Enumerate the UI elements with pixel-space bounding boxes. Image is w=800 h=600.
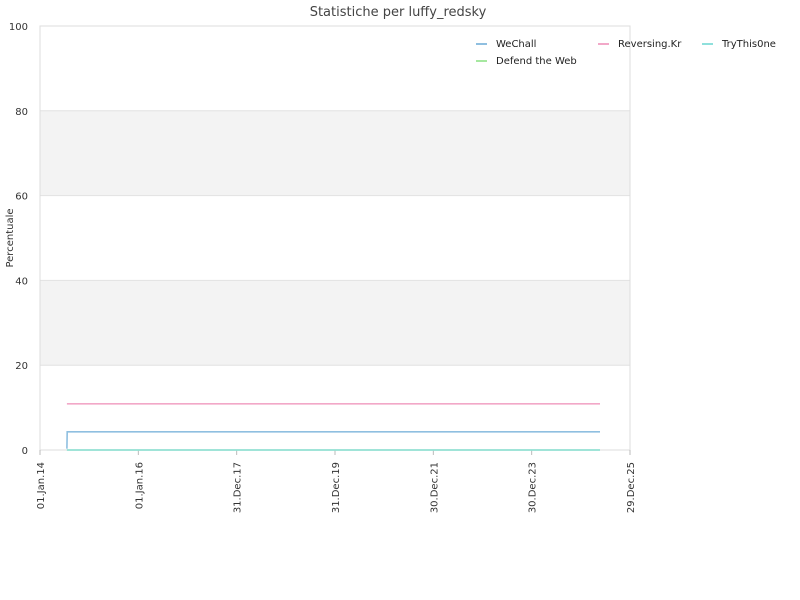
x-tick-label: 31.Dec.17 [233, 462, 244, 513]
series-line-wechall [66, 430, 600, 449]
legend-item[interactable]: Reversing.Kr [598, 39, 682, 50]
x-tick-label: 31.Dec.19 [331, 462, 342, 513]
legend-label: Defend the Web [496, 56, 577, 67]
grid-lines [40, 25, 630, 451]
x-tick-label: 29.Dec.25 [626, 462, 637, 513]
plot-band [40, 110, 630, 196]
plot-band [40, 280, 630, 366]
plot-bands [40, 110, 630, 366]
legend[interactable]: WeChall Defend the Web Reversing.Kr TryThis… [476, 39, 776, 67]
x-tick-label: 01.Jan.16 [134, 462, 145, 509]
y-tick-label: 60 [15, 192, 28, 203]
y-tick-label: 0 [22, 446, 28, 457]
chart-title: Statistiche per luffy_redsky [310, 5, 487, 20]
legend-item[interactable]: Defend the Web [476, 56, 577, 67]
legend-item[interactable]: WeChall [476, 39, 536, 50]
series-group [66, 402, 600, 451]
y-tick-label: 40 [15, 276, 28, 287]
legend-label: TryThis0ne [721, 39, 776, 50]
x-tick-label: 30.Dec.23 [528, 462, 539, 513]
legend-label: WeChall [496, 39, 536, 50]
plot-frame [39, 25, 631, 451]
x-tick-label: 01.Jan.14 [36, 462, 47, 509]
y-axis: 0 20 40 60 80 100 [9, 22, 28, 457]
x-axis: 01.Jan.14 01.Jan.16 31.Dec.17 31.Dec.19 30.D… [36, 450, 637, 513]
y-axis-label: Percentuale [5, 208, 16, 267]
legend-item[interactable]: TryThis0ne [702, 39, 776, 50]
y-tick-label: 80 [15, 107, 28, 118]
y-tick-label: 100 [9, 22, 28, 33]
y-tick-label: 20 [15, 361, 28, 372]
legend-label: Reversing.Kr [618, 39, 682, 50]
x-tick-label: 30.Dec.21 [429, 462, 440, 513]
